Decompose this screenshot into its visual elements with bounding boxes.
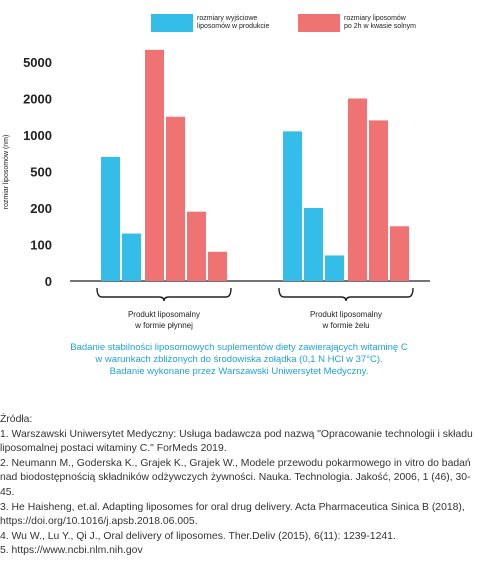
chart-caption: Badanie stabilności liposomowych supleme… [30,342,448,378]
bar-after-2h-size [145,49,164,282]
bar-after-2h-size [166,116,185,281]
bar-after-2h-size [208,251,227,281]
bar-initial-size [325,255,344,281]
y-tick-label: 100 [30,238,52,253]
group-bracket [278,287,414,302]
y-tick-label: 5000 [23,55,52,70]
bar-initial-size [304,208,323,281]
legend-label-after-2h: rozmiary liposomów po 2h w kwasie solnym [344,15,416,30]
sources-heading: Źródła: [0,414,33,425]
legend-label-initial: rozmiary wyjściowe liposomów w produkcie [197,15,270,30]
group-label: w formie płynnej [134,321,193,330]
bar-chart: rozmiar liposomów (nm) 0 100 200 500 1000 200… [3,49,430,330]
y-tick-label: 500 [30,165,52,180]
y-tick-label: 0 [45,274,52,289]
caption-line: Badanie stabilności liposomowych supleme… [70,342,408,353]
bar-initial-size [101,156,120,281]
group-bracket [96,287,232,302]
bar-initial-size [283,131,302,281]
source-item: 4. Wu W., Lu Y., Qi J., Oral delivery of… [0,530,396,542]
legend-item-after-2h: rozmiary liposomów po 2h w kwasie solnym [298,14,416,32]
group-label: w formie żelu [321,321,369,330]
group-label: Produkt liposomalny [128,310,200,319]
legend-item-initial: rozmiary wyjściowe liposomów w produkcie [151,14,269,32]
source-item: 3. He Haisheng, et.al. Adapting liposome… [0,501,465,528]
y-axis-label: rozmiar liposomów (nm) [3,135,10,210]
bar-after-2h-size [187,211,206,281]
y-tick-label: 1000 [23,128,52,143]
source-item: 5. https://www.ncbi.nlm.nih.gov [0,545,143,557]
legend-swatch-after-2h [298,14,340,32]
source-item: 2. Neumann M., Goderska K., Grajek K., G… [0,457,471,498]
y-tick-label: 200 [30,201,52,216]
bar-after-2h-size [369,120,388,282]
sources-section: Źródła: 1. Warszawski Uniwersytet Medycz… [0,413,474,559]
caption-line: w warunkach zbliżonych do środowiska żoł… [95,354,383,365]
caption-line: Badanie wykonane przez Warszawski Uniwer… [109,366,369,377]
source-item: 1. Warszawski Uniwersytet Medyczny: Usłu… [0,428,473,455]
legend-swatch-initial [151,14,193,32]
group-label: Produkt liposomalny [310,310,382,319]
bar-after-2h-size [348,98,367,281]
y-tick-label: 2000 [23,92,52,107]
bar-after-2h-size [390,226,409,281]
bar-initial-size [122,233,141,281]
